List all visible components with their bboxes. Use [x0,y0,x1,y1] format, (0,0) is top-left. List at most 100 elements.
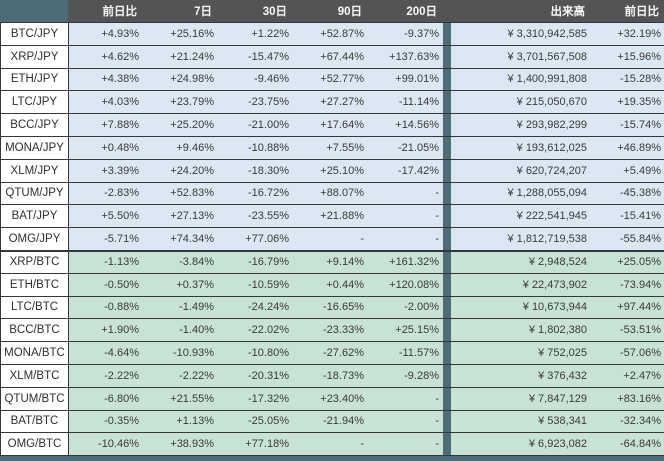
volume-change-cell: +97.44% [591,296,664,319]
change-cell: -9.28% [368,364,443,387]
change-cell: -10.93% [143,342,218,364]
change-cell: -24.24% [218,296,293,319]
volume-change-cell: +25.05% [591,251,664,273]
change-cell: -0.35% [69,410,143,433]
col-header-day-change: 前日比 [68,0,142,22]
volume-change-cell: -32.34% [591,410,664,433]
change-cell: +137.63% [368,45,443,68]
volume-cell: ¥ 293,982,299 [451,114,591,136]
volume-change-cell: -53.51% [591,319,664,342]
change-cell: -21.00% [218,114,293,136]
volume-change-cell: -73.94% [591,273,664,296]
section-divider-cell [443,205,451,228]
change-cell: +14.56% [368,114,443,136]
table-row: LTC/BTC -0.88% -1.49% -24.24% -16.65% -2.00% ¥… [0,296,664,320]
change-cell: +24.20% [143,159,218,182]
col-header-90d: 90日 [292,0,367,22]
volume-change-cell: +5.49% [591,159,664,182]
pair-label: QTUM/BTC [1,387,69,410]
change-cell: -10.46% [69,433,143,456]
table-row: XRP/JPY +4.62% +21.24% -15.47% +67.44% +137.6… [0,45,664,69]
table-row: MONA/JPY +0.48% +9.46% -10.88% +7.55% -21.05%… [0,136,664,160]
table-row: OMG/BTC -10.46% +38.93% +77.18% - - ¥ 6,923,08… [0,433,664,457]
pair-label: ETH/BTC [1,273,69,296]
change-cell: -9.46% [218,68,293,91]
change-cell: - [368,410,443,433]
volume-change-cell: -57.06% [591,342,664,364]
section-divider-cell [443,387,451,410]
change-cell: -21.05% [368,136,443,159]
section-divider-cell [443,114,451,136]
pair-label: MONA/BTC [1,342,69,364]
change-cell: -11.57% [368,342,443,364]
volume-cell: ¥ 193,612,025 [451,136,591,159]
change-cell: +9.14% [293,251,368,273]
pair-label: LTC/JPY [1,91,69,114]
pair-label: BTC/JPY [1,23,69,45]
change-cell: +52.77% [293,68,368,91]
change-cell: -2.22% [143,364,218,387]
change-cell: +4.03% [69,91,143,114]
change-cell: -27.62% [293,342,368,364]
change-cell: - [368,387,443,410]
change-cell: +52.83% [143,182,218,205]
section-divider-cell [443,136,451,159]
change-cell: +23.40% [293,387,368,410]
volume-change-cell: -55.84% [591,228,664,250]
volume-change-cell: +19.35% [591,91,664,114]
section-divider-cell [443,342,451,364]
change-cell: - [293,228,368,250]
change-cell: +1.90% [69,319,143,342]
table-row: MONA/BTC -4.64% -10.93% -10.80% -27.62% -11.5… [0,342,664,365]
change-cell: - [368,228,443,250]
change-cell: +74.34% [143,228,218,250]
bottom-strip [0,456,664,461]
pair-label: BCC/JPY [1,114,69,136]
table-row: QTUM/JPY -2.83% +52.83% -16.72% +88.07% - ¥ 1,… [0,182,664,206]
table-row: BCC/BTC +1.90% -1.40% -22.02% -23.33% +25.15%… [0,319,664,343]
section-divider-cell [443,159,451,182]
table-row: OMG/JPY -5.71% +74.34% +77.06% - - ¥ 1,812,719… [0,228,664,251]
change-cell: +52.87% [293,23,368,45]
volume-cell: ¥ 10,673,944 [451,296,591,319]
section-divider-cell [443,68,451,91]
volume-change-cell: -45.38% [591,182,664,205]
change-cell: +7.55% [293,136,368,159]
section-divider-cell [443,296,451,319]
section-divider-cell [443,364,451,387]
volume-change-cell: +15.96% [591,45,664,68]
volume-cell: ¥ 3,701,567,508 [451,45,591,68]
change-cell: -16.79% [218,251,293,273]
table-header: 前日比 7日 30日 90日 200日 出来高 前日比 [0,0,664,23]
change-cell: +21.55% [143,387,218,410]
change-cell: -4.64% [69,342,143,364]
change-cell: +3.39% [69,159,143,182]
volume-cell: ¥ 1,802,380 [451,319,591,342]
pair-label: MONA/JPY [1,136,69,159]
change-cell: -16.65% [293,296,368,319]
col-header-7d: 7日 [142,0,217,22]
change-cell: -10.88% [218,136,293,159]
change-cell: +23.79% [143,91,218,114]
section-divider-cell [443,228,451,250]
pair-label: BAT/BTC [1,410,69,433]
change-cell: -2.22% [69,364,143,387]
volume-change-cell: -15.74% [591,114,664,136]
change-cell: +99.01% [368,68,443,91]
change-cell: +4.62% [69,45,143,68]
section-divider-cell [443,91,451,114]
change-cell: +9.46% [143,136,218,159]
volume-cell: ¥ 222,541,945 [451,205,591,228]
change-cell: - [293,433,368,456]
change-cell: +17.64% [293,114,368,136]
change-cell: +21.88% [293,205,368,228]
change-cell: +4.93% [69,23,143,45]
table-body: BTC/JPY +4.93% +25.16% +1.22% +52.87% -9.37% ¥… [0,23,664,457]
pair-label: QTUM/JPY [1,182,69,205]
table-row: QTUM/BTC -6.80% +21.55% -17.32% +23.40% - ¥ 7,… [0,387,664,411]
change-cell: +77.18% [218,433,293,456]
table-row: BCC/JPY +7.88% +25.20% -21.00% +17.64% +14.56… [0,114,664,137]
corner-cell [0,0,68,22]
section-divider-cell [443,410,451,433]
